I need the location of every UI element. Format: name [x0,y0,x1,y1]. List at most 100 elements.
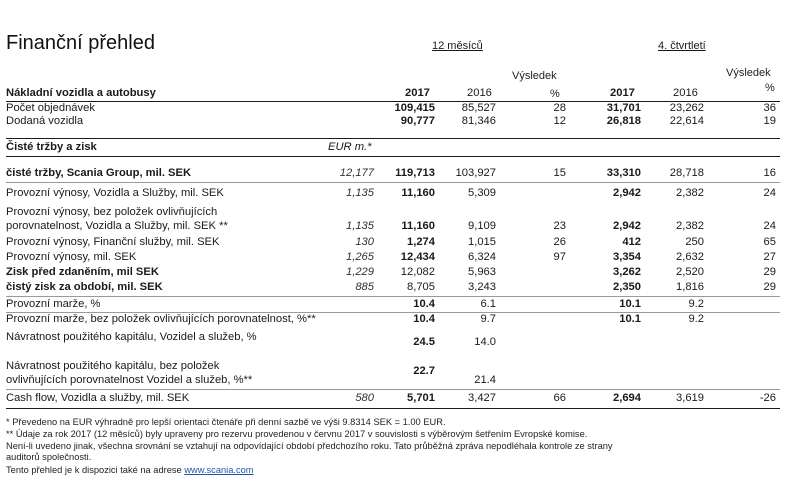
footnote-eur-conversion: * Převedeno na EUR výhradně pro lepší or… [6,417,446,427]
value-2017-q4: 3,262 [613,266,641,278]
divider [6,296,780,297]
row-label: čistý zisk za období, mil. SEK [6,281,163,293]
value-result-q4: 36 [763,102,776,114]
value-eur: 1,229 [346,266,374,278]
value-2017-q4: 2,942 [613,220,641,232]
value-2016-12m: 9,109 [468,220,496,232]
value-2017-12m: 109,415 [394,102,435,114]
result-header-q4: Výsledek [726,67,771,79]
row-label: Počet objednávek [6,102,95,114]
year-2017-header-12m: 2017 [405,87,430,99]
value-eur: 1,265 [346,251,374,263]
value-2017-q4: 3,354 [613,251,641,263]
value-2017-12m: 11,160 [401,187,435,199]
value-2016-12m: 5,309 [468,187,496,199]
value-2017-q4: 10.1 [619,298,641,310]
scania-link[interactable]: www.scania.com [184,465,254,475]
row-label: Zisk před zdaněním, mil SEK [6,266,159,278]
value-2016-12m: 3,427 [468,392,496,404]
row-label: čisté tržby, Scania Group, mil. SEK [6,167,192,179]
value-2017-12m: 24.5 [413,336,435,348]
divider [6,389,780,390]
value-2017-12m: 90,777 [400,115,435,127]
value-2017-q4: 26,818 [606,115,641,127]
value-2017-q4: 31,701 [606,102,641,114]
value-2016-12m: 6,324 [468,251,496,263]
value-2016-q4: 9.2 [688,313,704,325]
value-result-12m: 15 [553,167,566,179]
row-label-line2: porovnatelnost, Vozidla a Služby, mil. S… [6,220,228,232]
footnote-availability: Tento přehled je k dispozici také na adr… [6,465,254,476]
eur-column-header: EUR m.* [328,141,372,153]
value-result-q4: 27 [763,251,776,263]
value-result-q4: -26 [759,392,776,404]
value-result-q4: 29 [763,266,776,278]
value-eur: 12,177 [339,167,374,179]
value-2017-12m: 12,434 [400,251,435,263]
value-result-12m: 28 [553,102,566,114]
value-2016-q4: 1,816 [676,281,704,293]
value-result-12m: 66 [553,392,566,404]
footnote-auditors: auditorů společnosti. [6,452,92,462]
value-2017-q4: 2,694 [613,392,641,404]
value-2016-12m: 85,527 [461,102,496,114]
value-result-12m: 12 [553,115,566,127]
value-2016-q4: 2,632 [676,251,704,263]
value-2016-q4: 250 [685,236,704,248]
value-result-q4: 19 [763,115,776,127]
value-2017-q4: 2,942 [613,187,641,199]
row-label: Cash flow, Vozidla a služby, mil. SEK [6,392,190,404]
value-2017-q4: 412 [622,236,641,248]
value-2017-q4: 33,310 [606,167,641,179]
value-2017-12m: 12,082 [400,266,435,278]
value-2017-12m: 1,274 [407,236,435,248]
row-label-line2: ovlivňujících porovnatelnost Vozidel a s… [6,374,253,386]
value-eur: 885 [355,281,374,293]
value-eur: 130 [355,236,374,248]
period-12-months-header: 12 měsíců [432,40,483,52]
divider [6,408,780,409]
row-label-line1: Návratnost použitého kapitálu, bez polož… [6,360,220,372]
result-unit-12m: % [550,88,560,100]
availability-text: Tento přehled je k dispozici také na adr… [6,465,185,475]
value-2017-q4: 2,350 [613,281,641,293]
section-sales-profit-heading: Čisté tržby a zisk [6,141,97,153]
divider [6,312,780,313]
result-header-12m: Výsledek [512,70,557,82]
value-2016-12m: 81,346 [461,115,496,127]
footnote-comparison: Není-li uvedeno jinak, všechna srovnání … [6,441,613,451]
value-result-q4: 65 [763,236,776,248]
divider [6,101,780,102]
row-label: Provozní marže, bez položek ovlivňujícíc… [6,313,316,325]
value-2016-12m: 5,963 [468,266,496,278]
value-2016-12m: 21.4 [474,374,496,386]
value-result-q4: 16 [763,167,776,179]
value-2016-12m: 103,927 [455,167,496,179]
value-2017-12m: 11,160 [401,220,435,232]
value-result-q4: 29 [763,281,776,293]
value-2016-q4: 2,382 [676,220,704,232]
period-q4-header: 4. čtvrtletí [658,40,706,52]
value-result-12m: 26 [553,236,566,248]
value-2016-q4: 28,718 [669,167,704,179]
value-2017-12m: 22.7 [413,365,435,377]
divider [6,156,780,157]
value-eur: 1,135 [346,220,374,232]
value-eur: 1,135 [346,187,374,199]
value-eur: 580 [355,392,374,404]
value-2016-12m: 14.0 [474,336,496,348]
page-title: Finanční přehled [6,32,155,54]
row-label: Provozní marže, % [6,298,101,310]
value-result-q4: 24 [763,187,776,199]
value-2016-q4: 2,382 [676,187,704,199]
row-label: Dodaná vozidla [6,115,84,127]
year-2016-header-12m: 2016 [467,87,492,99]
value-2016-12m: 1,015 [468,236,496,248]
year-2016-header-q4: 2016 [673,87,698,99]
value-2016-q4: 9.2 [688,298,704,310]
value-2017-12m: 10.4 [413,298,435,310]
value-2017-12m: 119,713 [395,167,435,179]
value-2016-q4: 22,614 [669,115,704,127]
divider [6,182,780,183]
value-result-12m: 23 [553,220,566,232]
